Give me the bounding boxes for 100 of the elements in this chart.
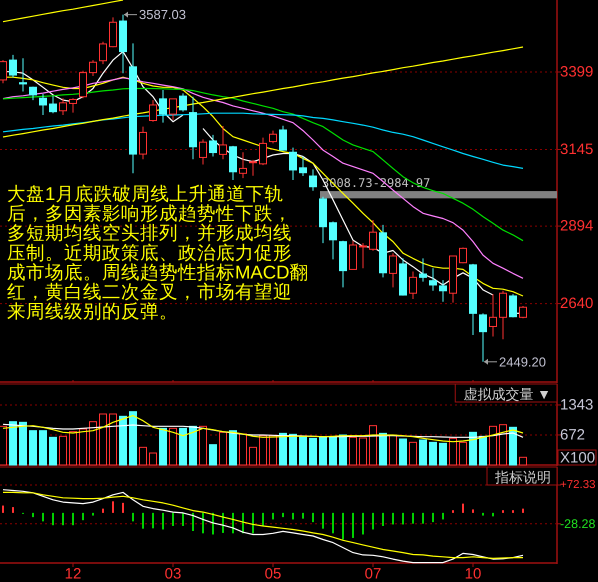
bar bbox=[169, 428, 177, 466]
bar bbox=[149, 452, 157, 466]
bar bbox=[119, 416, 127, 466]
chart-title: 指标说明 bbox=[494, 469, 551, 485]
bar bbox=[129, 411, 137, 466]
bar bbox=[132, 512, 134, 522]
bar bbox=[189, 426, 197, 466]
bar bbox=[502, 510, 504, 513]
bar bbox=[299, 436, 307, 466]
x-tick-label: 03 bbox=[164, 566, 182, 582]
bar bbox=[162, 512, 164, 530]
bar bbox=[339, 434, 347, 466]
bar bbox=[19, 422, 27, 466]
y-tick-label: 672 bbox=[560, 426, 586, 444]
bar bbox=[469, 432, 477, 466]
bar bbox=[72, 512, 74, 526]
x-tick-label: 05 bbox=[264, 566, 282, 582]
candlestick bbox=[219, 126, 227, 160]
bar bbox=[42, 512, 44, 522]
bar bbox=[0, 426, 7, 466]
bar bbox=[349, 436, 357, 466]
bar bbox=[509, 426, 517, 466]
bar bbox=[269, 435, 277, 466]
bar bbox=[199, 426, 207, 466]
x-tick-label: 12 bbox=[64, 566, 82, 582]
bar bbox=[209, 444, 217, 466]
bar bbox=[292, 512, 294, 520]
bar bbox=[9, 421, 17, 466]
candlestick bbox=[359, 242, 367, 269]
bar bbox=[122, 502, 124, 513]
line-series bbox=[2, 415, 524, 442]
y-tick-label: 2640 bbox=[560, 295, 594, 312]
bar bbox=[472, 509, 474, 513]
y-tick-label: 3145 bbox=[560, 141, 594, 158]
bar bbox=[252, 512, 254, 534]
bar bbox=[392, 512, 394, 524]
bar bbox=[179, 428, 187, 466]
bar bbox=[322, 512, 324, 529]
bar bbox=[62, 512, 64, 526]
bar bbox=[112, 501, 114, 513]
bar bbox=[29, 430, 37, 466]
bar bbox=[279, 432, 287, 466]
bar bbox=[109, 413, 117, 466]
bar bbox=[459, 442, 467, 466]
bar bbox=[99, 413, 107, 466]
annotation: 2449.20 bbox=[499, 354, 546, 370]
bar bbox=[432, 512, 434, 522]
bar bbox=[462, 504, 464, 513]
bar bbox=[329, 436, 337, 466]
bar bbox=[39, 430, 47, 466]
text: X100 bbox=[560, 450, 596, 466]
bar bbox=[182, 512, 184, 526]
bar bbox=[452, 510, 454, 513]
candlestick bbox=[129, 42, 137, 174]
bar bbox=[12, 507, 14, 513]
bar bbox=[482, 512, 484, 516]
candlestick bbox=[119, 14, 127, 74]
bar bbox=[69, 431, 77, 466]
y-tick-label: +72.33 bbox=[560, 478, 596, 491]
candlestick bbox=[439, 280, 447, 302]
candlestick bbox=[19, 58, 27, 92]
bar bbox=[282, 512, 284, 518]
bar bbox=[52, 512, 54, 526]
bar bbox=[49, 436, 57, 466]
bar bbox=[302, 512, 304, 519]
bar bbox=[249, 446, 257, 466]
bar bbox=[32, 512, 34, 518]
bar bbox=[399, 438, 407, 466]
bar bbox=[369, 425, 377, 466]
bar bbox=[262, 512, 264, 526]
bar bbox=[159, 428, 167, 466]
bar bbox=[372, 512, 374, 530]
bar bbox=[202, 512, 204, 534]
annotation: 3587.03 bbox=[139, 7, 186, 22]
candlestick bbox=[289, 147, 297, 181]
bar bbox=[219, 432, 227, 466]
bar bbox=[429, 442, 437, 466]
bar bbox=[389, 434, 397, 466]
bar bbox=[522, 508, 524, 513]
bar bbox=[319, 436, 327, 466]
candlestick bbox=[429, 268, 437, 292]
bar bbox=[192, 512, 194, 531]
x-tick-label: 10 bbox=[464, 566, 482, 582]
candlestick bbox=[139, 126, 147, 160]
y-tick-label: 2894 bbox=[560, 218, 594, 235]
candlestick bbox=[159, 90, 167, 124]
bar bbox=[412, 512, 414, 524]
annotation: 大盘1月底跌破周线上升通道下轨后，多因素影响形成趋势性下跌，多短期均线空头排列，并形成均线压制。近期政策底、政治底力促形成市场底。周线趋势性指标MACD翻红，黄白线二次金叉，市场有望迎来周线级别的反弹。 bbox=[7, 183, 308, 322]
candlestick bbox=[109, 16, 117, 48]
candlestick bbox=[409, 271, 417, 300]
bar bbox=[382, 512, 384, 526]
line-series bbox=[2, 424, 524, 438]
bar bbox=[89, 421, 97, 466]
bar bbox=[139, 446, 147, 466]
line-series bbox=[2, 88, 524, 242]
candlestick bbox=[489, 294, 497, 338]
bar bbox=[419, 440, 427, 466]
bar bbox=[479, 436, 487, 466]
x-tick-label: 07 bbox=[364, 566, 382, 582]
candlestick bbox=[389, 252, 397, 288]
